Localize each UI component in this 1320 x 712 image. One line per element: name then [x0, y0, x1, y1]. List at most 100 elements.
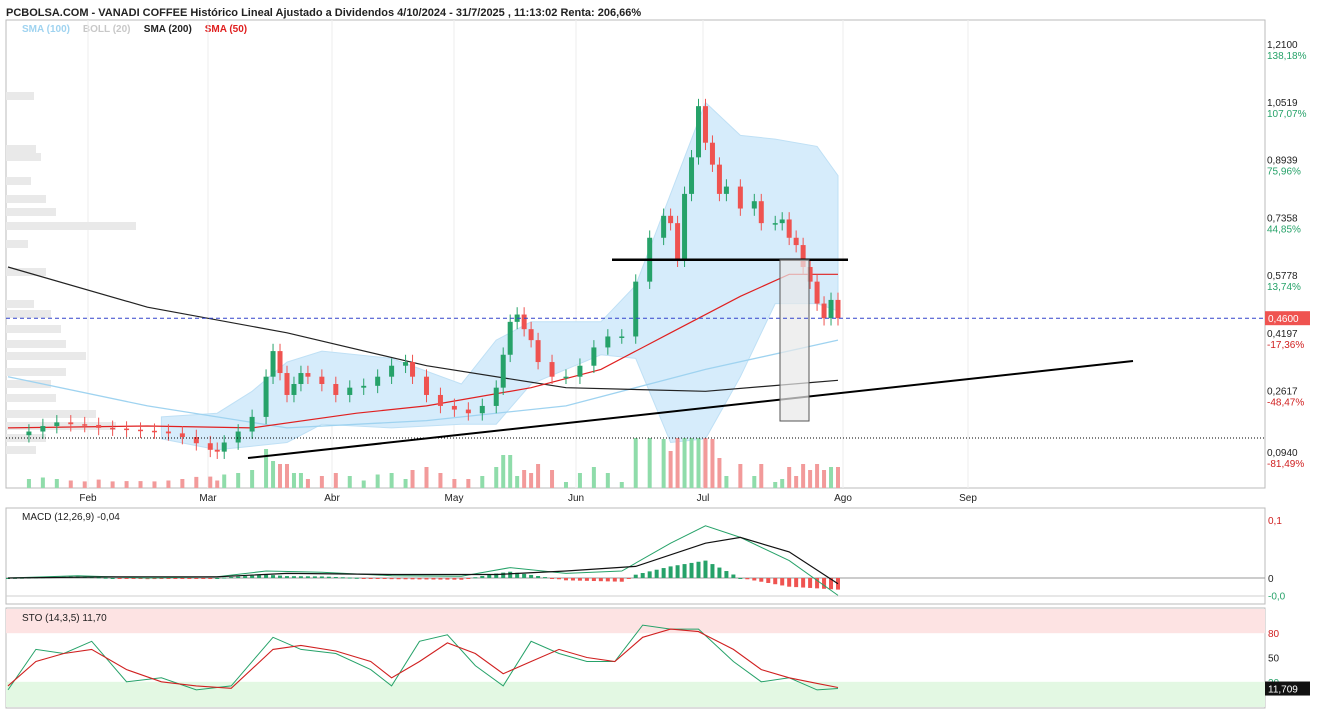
candle-body — [633, 281, 639, 337]
macd-panel: MACD (12,26,9) -0,04 0,1 0 -0,0 — [6, 512, 1286, 602]
x-tick-label: May — [445, 493, 464, 504]
macd-histogram-bar — [703, 560, 708, 578]
macd-title: MACD (12,26,9) -0,04 — [22, 512, 120, 523]
candle-body — [465, 409, 471, 414]
candle-body — [605, 336, 611, 348]
macd-histogram-bar — [801, 578, 806, 588]
volume-bar — [815, 464, 820, 488]
sto-y-tick: 50 — [1268, 654, 1280, 665]
macd-histogram-bar — [563, 578, 568, 581]
macd-histogram-bar — [710, 564, 715, 578]
macd-histogram-bar — [584, 578, 589, 581]
macd-histogram-bar — [389, 578, 394, 580]
overbought-zone — [6, 609, 1265, 634]
macd-histogram-bar — [591, 578, 596, 582]
volume-bar — [529, 473, 534, 488]
y-tick-pct: -17,36% — [1267, 340, 1304, 351]
macd-panel-frame — [5, 507, 1266, 605]
macd-y-tick: -0,0 — [1268, 591, 1286, 602]
macd-histogram-bar — [236, 576, 241, 578]
macd-histogram-bar — [298, 576, 303, 578]
volume-bar — [82, 481, 87, 488]
macd-histogram-bar — [815, 578, 820, 589]
x-tick-label: Abr — [324, 493, 340, 504]
volume-profile-bar — [6, 394, 56, 402]
candle-body — [577, 365, 583, 377]
volume-bar — [703, 438, 708, 488]
candle-body — [800, 245, 806, 268]
candle-body — [423, 376, 429, 395]
volume-bar — [298, 473, 303, 488]
candle-body — [263, 376, 269, 417]
candle-body — [709, 142, 715, 165]
volume-profile-bar — [6, 195, 46, 203]
x-tick-label: Jul — [697, 493, 710, 504]
candle-body — [451, 405, 457, 410]
macd-histogram-bar — [354, 577, 359, 579]
macd-line — [7, 525, 839, 596]
macd-histogram-bar — [305, 576, 310, 578]
sma100-line — [7, 339, 839, 429]
volume-bar — [689, 438, 694, 488]
macd-histogram-bar — [647, 571, 652, 578]
macd-histogram-bar — [403, 578, 408, 580]
candle-body — [26, 431, 32, 436]
macd-signal-line — [7, 536, 839, 585]
macd-histogram-bar — [543, 577, 548, 579]
volume-bar — [591, 467, 596, 488]
candle-body — [835, 299, 841, 319]
volume-bar — [180, 479, 185, 488]
candle-body — [403, 362, 409, 366]
volume-bar — [26, 479, 31, 488]
candle-body — [389, 365, 395, 377]
macd-histogram-bar — [117, 578, 122, 579]
macd-y-tick: 0 — [1268, 574, 1274, 585]
volume-bar — [536, 464, 541, 488]
macd-histogram-bar — [368, 578, 373, 579]
volume-profile-bar — [6, 422, 116, 430]
macd-histogram-bar — [752, 578, 757, 581]
macd-histogram-bar — [780, 578, 785, 586]
macd-histogram-bar — [501, 572, 506, 578]
candle-body — [493, 387, 499, 406]
macd-histogram-bar — [278, 575, 283, 578]
macd-histogram-bar — [738, 578, 743, 579]
legend-item-3: SMA (50) — [205, 24, 247, 35]
volume-bar — [752, 476, 757, 488]
sto-y-tick: 80 — [1268, 629, 1280, 640]
volume-profile-bar — [6, 446, 36, 454]
macd-histogram-bar — [180, 578, 185, 579]
macd-histogram-bar — [410, 578, 415, 580]
volume-profile-bar — [6, 240, 28, 248]
volume-bar — [452, 479, 457, 488]
candle-body — [751, 201, 757, 209]
volume-profile-bar — [6, 368, 66, 376]
volume-profile-bar — [6, 145, 36, 153]
volume-bar — [717, 458, 722, 488]
macd-histogram-bar — [424, 578, 429, 580]
volume-bar — [438, 473, 443, 488]
stochastic-panel: STO (14,3,5) 11,7080502011,709 — [6, 609, 1310, 707]
candle-body — [291, 384, 297, 395]
macd-histogram-bar — [473, 577, 478, 579]
macd-y-tick: 0,1 — [1268, 516, 1282, 527]
volume-profile-bar — [6, 177, 31, 185]
macd-histogram-bar — [724, 571, 729, 578]
candle-body — [758, 201, 764, 224]
candlesticks — [26, 98, 841, 459]
macd-histogram-bar — [152, 578, 157, 580]
macd-histogram-bar — [829, 578, 834, 590]
macd-histogram-bar — [689, 562, 694, 578]
candle-body — [682, 193, 688, 260]
y-tick-price: 0,4197 — [1267, 329, 1298, 340]
macd-histogram-bar — [333, 576, 338, 578]
volume-bar — [682, 438, 687, 488]
candle-body — [696, 106, 702, 158]
volume-profile-bar — [6, 222, 136, 230]
sma50-line — [7, 273, 838, 429]
volume-bar — [647, 438, 652, 488]
y-tick-pct: 75,96% — [1267, 167, 1301, 178]
volume-profile-bar — [6, 352, 86, 360]
volume-bar — [522, 470, 527, 488]
candle-body — [361, 385, 367, 388]
